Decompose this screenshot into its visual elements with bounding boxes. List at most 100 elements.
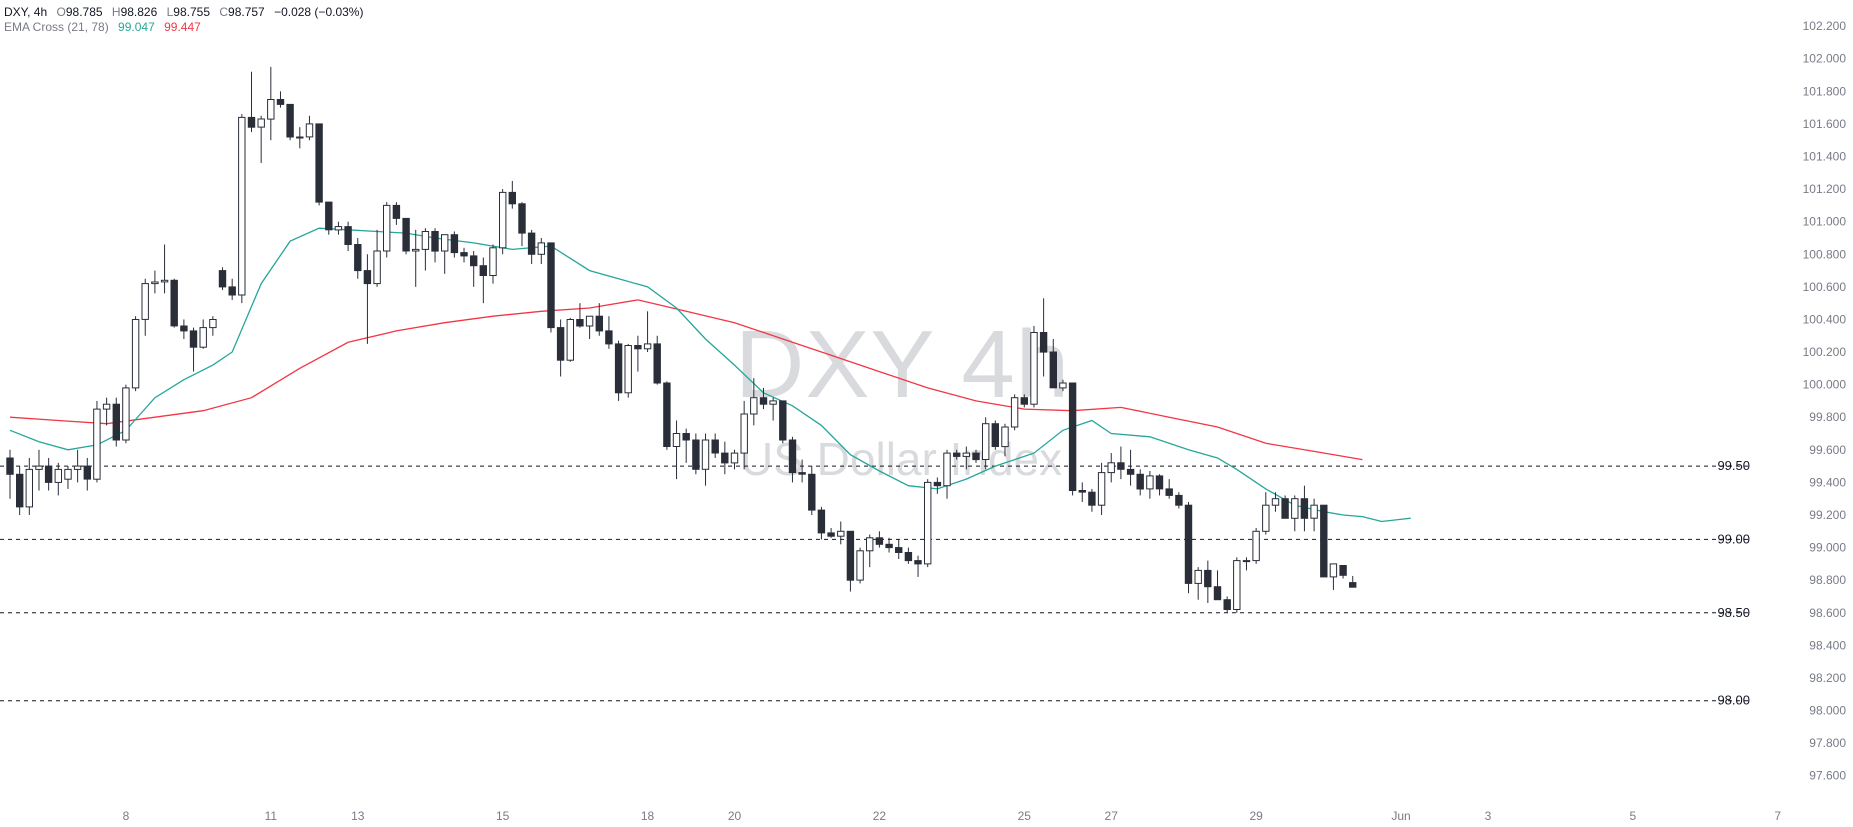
candle-down bbox=[885, 543, 893, 549]
candle-down bbox=[1136, 473, 1144, 490]
y-tick-label: 97.800 bbox=[1809, 736, 1846, 750]
candle-down bbox=[508, 191, 517, 205]
candle-down bbox=[315, 123, 323, 203]
candle-up bbox=[64, 468, 72, 480]
change-value: −0.028 (−0.03%) bbox=[274, 5, 364, 19]
candle-down bbox=[682, 433, 690, 441]
candle-up bbox=[1271, 498, 1280, 506]
x-tick-label: 20 bbox=[728, 809, 742, 823]
candle-down bbox=[576, 319, 584, 327]
candle-up bbox=[924, 481, 932, 565]
x-tick-label: 15 bbox=[496, 809, 510, 823]
candle-up bbox=[1194, 569, 1202, 584]
candle-down bbox=[431, 231, 439, 252]
candle-down bbox=[1068, 382, 1077, 491]
candle-down bbox=[44, 465, 53, 483]
candle-up bbox=[1146, 475, 1154, 490]
candle-up bbox=[1252, 530, 1260, 562]
horizontal-level-label: 99.00 bbox=[1717, 531, 1750, 546]
candle-up bbox=[537, 242, 545, 255]
candle-up bbox=[1059, 382, 1067, 389]
candle-down bbox=[276, 99, 285, 105]
candle-down bbox=[759, 397, 768, 405]
candle-down bbox=[798, 472, 806, 475]
x-tick-label: 25 bbox=[1018, 809, 1032, 823]
candle-down bbox=[189, 330, 198, 348]
y-tick-label: 100.000 bbox=[1803, 378, 1847, 392]
candle-down bbox=[895, 547, 903, 553]
y-tick-label: 100.400 bbox=[1803, 312, 1847, 326]
candle-up bbox=[866, 537, 874, 552]
x-tick-label: 18 bbox=[641, 809, 655, 823]
candle-up bbox=[837, 530, 845, 537]
symbol-label[interactable]: DXY, 4h bbox=[4, 5, 48, 19]
candle-up bbox=[1097, 472, 1106, 506]
y-tick-label: 98.000 bbox=[1809, 704, 1846, 718]
candle-down bbox=[788, 439, 797, 474]
y-tick-label: 101.000 bbox=[1803, 215, 1847, 229]
candle-up bbox=[257, 118, 265, 128]
candle-up bbox=[383, 204, 391, 252]
ema-indicator-label[interactable]: EMA Cross (21, 78) bbox=[4, 20, 109, 34]
candle-down bbox=[692, 439, 700, 470]
candle-down bbox=[556, 327, 565, 361]
candle-down bbox=[1078, 490, 1086, 493]
candle-up bbox=[566, 319, 574, 361]
candle-down bbox=[354, 244, 362, 272]
candle-down bbox=[402, 217, 410, 252]
x-tick-label: Jun bbox=[1391, 809, 1410, 823]
close-label: C bbox=[219, 5, 229, 19]
candle-down bbox=[1039, 332, 1048, 353]
candle-down bbox=[605, 330, 613, 345]
candle-up bbox=[489, 247, 497, 277]
x-tick-label: 27 bbox=[1105, 809, 1119, 823]
candle-down bbox=[1020, 397, 1028, 405]
candle-up bbox=[499, 191, 507, 249]
candle-down bbox=[460, 252, 468, 257]
y-tick-label: 97.600 bbox=[1809, 769, 1846, 783]
candle-up bbox=[209, 319, 217, 329]
candle-up bbox=[943, 452, 951, 487]
candle-up bbox=[1010, 397, 1019, 428]
candle-down bbox=[1300, 498, 1309, 519]
candle-up bbox=[373, 250, 381, 285]
candle-up bbox=[740, 413, 748, 454]
candle-down bbox=[904, 552, 913, 562]
candle-down bbox=[247, 116, 256, 128]
candle-up bbox=[412, 248, 420, 252]
x-tick-label: 8 bbox=[123, 809, 130, 823]
candle-up bbox=[25, 468, 34, 508]
candle-down bbox=[634, 345, 642, 350]
candle-down bbox=[1175, 494, 1183, 506]
candle-down bbox=[817, 509, 826, 534]
candle-down bbox=[450, 234, 459, 254]
candle-down bbox=[1155, 475, 1164, 490]
legend: DXY, 4h O98.785 H98.826 L98.755 C98.757 … bbox=[4, 5, 363, 35]
y-tick-label: 99.200 bbox=[1809, 508, 1846, 522]
candle-down bbox=[470, 255, 478, 267]
candle-down bbox=[972, 452, 980, 461]
candle-up bbox=[672, 433, 681, 447]
candle-up bbox=[643, 343, 652, 350]
candle-up bbox=[1107, 462, 1115, 474]
candle-down bbox=[614, 343, 623, 394]
candle-up bbox=[334, 226, 343, 231]
candle-up bbox=[856, 550, 864, 581]
candle-up bbox=[160, 279, 169, 283]
y-tick-label: 102.000 bbox=[1803, 52, 1847, 66]
candle-up bbox=[585, 315, 594, 327]
x-tick-label: 13 bbox=[351, 809, 365, 823]
x-tick-label: 7 bbox=[1774, 809, 1781, 823]
candle-down bbox=[112, 403, 120, 441]
candle-up bbox=[1262, 504, 1270, 532]
y-tick-label: 98.800 bbox=[1809, 573, 1846, 587]
candle-down bbox=[1339, 565, 1347, 576]
candle-up bbox=[238, 116, 246, 296]
candle-up bbox=[421, 231, 430, 250]
candle-up bbox=[296, 136, 304, 139]
candle-down bbox=[16, 473, 24, 508]
candle-up bbox=[305, 123, 314, 138]
candle-down bbox=[846, 530, 855, 581]
y-tick-label: 101.400 bbox=[1803, 150, 1847, 164]
